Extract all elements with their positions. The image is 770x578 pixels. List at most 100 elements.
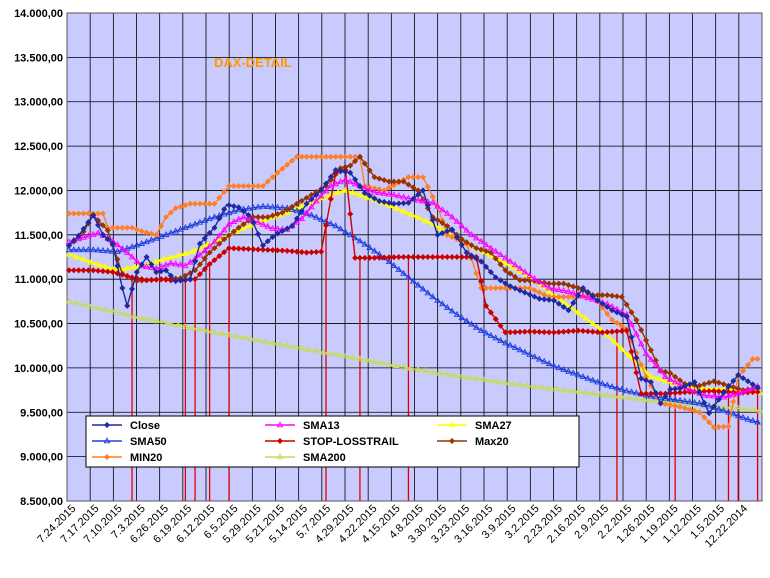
data-point — [705, 392, 713, 399]
data-point — [691, 387, 698, 394]
data-point — [129, 224, 136, 231]
data-point — [725, 408, 732, 415]
data-point — [89, 246, 97, 253]
data-point — [492, 285, 499, 292]
data-point — [545, 360, 553, 367]
data-point — [259, 242, 266, 249]
data-point — [308, 211, 315, 218]
data-point — [182, 276, 189, 283]
data-point — [725, 423, 732, 430]
data-point — [633, 316, 640, 324]
data-point — [502, 285, 509, 292]
data-point — [516, 287, 523, 294]
data-point — [381, 254, 388, 261]
data-point — [65, 246, 73, 253]
data-point — [390, 200, 397, 207]
data-point — [409, 277, 417, 284]
data-point — [640, 396, 647, 403]
data-point — [652, 361, 660, 368]
data-point — [269, 233, 276, 240]
data-point — [177, 203, 184, 210]
data-point — [444, 253, 451, 261]
data-point — [191, 220, 199, 227]
data-point — [293, 215, 300, 222]
data-point — [494, 378, 502, 385]
legend-marker — [276, 421, 284, 428]
data-point — [332, 153, 339, 160]
data-point — [203, 241, 211, 248]
data-point — [643, 337, 650, 344]
data-point — [526, 291, 533, 298]
data-point — [182, 202, 189, 209]
data-point — [478, 278, 485, 285]
data-point — [681, 383, 688, 390]
data-point — [349, 189, 357, 196]
data-point — [276, 340, 284, 347]
data-point — [254, 336, 262, 343]
data-point — [249, 204, 257, 211]
data-point — [429, 293, 437, 300]
data-point — [264, 238, 271, 245]
data-point — [124, 224, 131, 231]
data-point — [201, 216, 209, 223]
data-point — [545, 284, 553, 291]
data-point — [347, 169, 354, 176]
data-point — [613, 309, 620, 316]
data-point — [725, 392, 732, 399]
data-point — [361, 184, 369, 191]
data-point — [596, 325, 604, 332]
data-point — [565, 367, 572, 374]
data-point — [80, 233, 87, 240]
data-point — [211, 224, 218, 231]
data-point — [143, 253, 150, 261]
data-point — [638, 390, 645, 397]
data-point — [521, 289, 528, 296]
data-point — [376, 254, 383, 261]
data-point — [642, 349, 650, 356]
data-point — [405, 174, 412, 181]
data-point — [502, 267, 509, 274]
data-point — [633, 354, 640, 361]
data-point — [104, 268, 111, 275]
data-point — [318, 187, 325, 194]
data-point — [129, 285, 136, 292]
data-point — [85, 232, 92, 239]
data-point — [609, 328, 616, 335]
data-point — [506, 257, 514, 264]
data-point — [565, 282, 572, 289]
data-point — [385, 190, 393, 197]
data-point — [410, 174, 417, 181]
data-point — [312, 197, 320, 204]
data-point — [225, 331, 233, 338]
data-point — [407, 364, 415, 371]
data-point — [458, 222, 466, 229]
data-point — [174, 321, 182, 328]
data-point — [327, 153, 334, 160]
data-point — [555, 293, 562, 300]
data-point — [250, 246, 257, 253]
data-point — [749, 384, 757, 391]
data-point — [303, 153, 310, 160]
data-point — [618, 393, 626, 400]
data-point — [552, 385, 560, 392]
data-point — [735, 371, 742, 379]
data-point — [710, 403, 717, 410]
data-point — [90, 212, 97, 219]
data-point — [424, 253, 431, 261]
data-point — [192, 200, 199, 207]
data-point — [565, 307, 572, 314]
data-point — [487, 331, 495, 338]
data-point — [225, 209, 233, 216]
data-point — [114, 247, 121, 254]
data-point — [366, 167, 373, 174]
data-point — [458, 314, 466, 321]
data-point — [334, 188, 342, 195]
data-point — [628, 334, 635, 341]
data-point — [201, 266, 208, 273]
data-point — [483, 263, 490, 270]
data-point — [443, 209, 451, 216]
data-point — [754, 418, 761, 425]
data-point — [153, 269, 160, 276]
data-point — [535, 278, 543, 285]
data-point — [186, 258, 194, 265]
